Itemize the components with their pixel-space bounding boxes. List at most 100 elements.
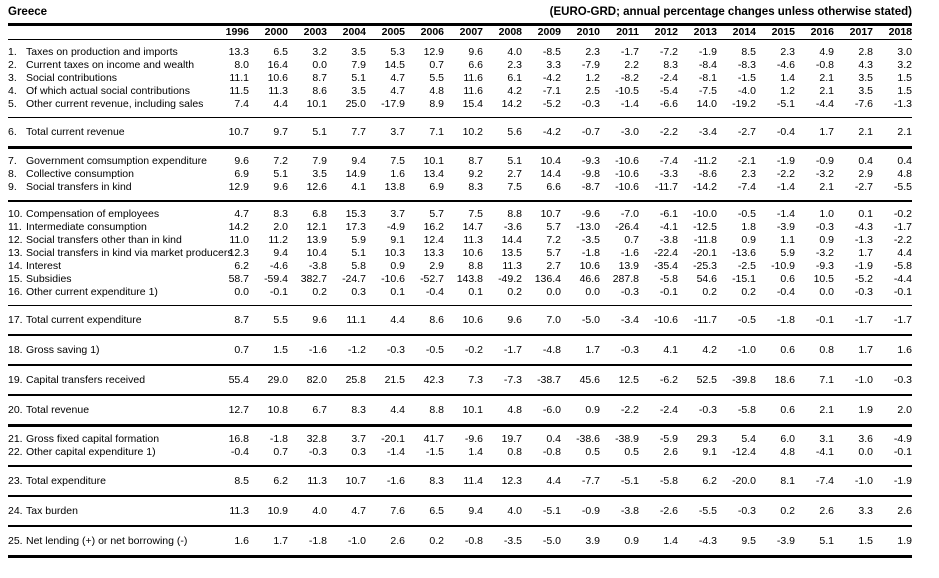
row-label: 11. Intermediate consumption xyxy=(8,221,210,234)
row-number: 24. xyxy=(8,505,23,517)
value-cell: 0.8 xyxy=(483,446,522,467)
value-cell: 0.0 xyxy=(795,286,834,306)
unit-note: (EURO-GRD; annual percentage changes unl… xyxy=(549,6,912,18)
value-cell: 7.5 xyxy=(390,155,405,167)
year-header: 2006 xyxy=(405,26,444,40)
value-cell: -3.4 xyxy=(600,305,639,336)
value-cell: -4.6 xyxy=(776,59,795,71)
value-cell: 3.5 xyxy=(858,85,873,97)
value-cell: 4.4 xyxy=(249,98,288,118)
row-number: 18. xyxy=(8,344,23,356)
value-cell: 6.8 xyxy=(312,208,327,220)
value-cell: -0.5 xyxy=(405,335,444,366)
value-cell: 10.4 xyxy=(306,247,327,259)
value-cell: 9.1 xyxy=(390,234,405,246)
value-cell: -1.4 xyxy=(776,208,795,220)
value-cell: 0.9 xyxy=(741,234,756,246)
value-cell: -0.3 xyxy=(600,335,639,366)
value-cell: 5.7 xyxy=(546,247,561,259)
value-cell: 143.8 xyxy=(456,273,483,285)
row-label: 18. Gross saving 1) xyxy=(8,335,210,366)
value-cell: 3.5 xyxy=(351,46,366,58)
value-cell: 0.2 xyxy=(483,286,522,306)
value-cell: 1.1 xyxy=(780,234,795,246)
table-row: 10. Compensation of employees 4.7 8.3 6.8 15.… xyxy=(8,201,912,221)
value-cell: 3.5 xyxy=(312,168,327,180)
value-cell: 14.5 xyxy=(384,59,405,71)
value-cell: 2.0 xyxy=(273,221,288,233)
table-row: 9. Social transfers in kind 12.9 9.6 12.6 4.1… xyxy=(8,181,912,202)
value-cell: 287.8 xyxy=(612,273,639,285)
value-cell: -0.4 xyxy=(405,286,444,306)
value-cell: -26.4 xyxy=(615,221,639,233)
value-cell: 1.2 xyxy=(780,85,795,97)
value-cell: -4.2 xyxy=(542,72,561,84)
value-cell: 7.1 xyxy=(405,117,444,149)
value-cell: 5.7 xyxy=(546,221,561,233)
value-cell: 13.8 xyxy=(366,181,405,202)
year-header: 2005 xyxy=(366,26,405,40)
value-cell: 2.1 xyxy=(819,85,834,97)
value-cell: -0.3 xyxy=(678,395,717,427)
value-cell: 7.1 xyxy=(795,365,834,396)
value-cell: 6.5 xyxy=(405,496,444,527)
value-cell: -7.4 xyxy=(717,181,756,202)
value-cell: 5.3 xyxy=(390,46,405,58)
row-label: 1. Taxes on production and imports xyxy=(8,40,210,60)
value-cell: -0.8 xyxy=(522,446,561,467)
value-cell: 10.2 xyxy=(444,117,483,149)
value-cell: 3.6 xyxy=(858,433,873,445)
value-cell: -1.4 xyxy=(756,181,795,202)
value-cell: 5.5 xyxy=(429,72,444,84)
value-cell: 32.8 xyxy=(306,433,327,445)
value-cell: 5.5 xyxy=(249,305,288,336)
value-cell: -17.9 xyxy=(366,98,405,118)
value-cell: 4.4 xyxy=(897,247,912,259)
value-cell: 7.7 xyxy=(327,117,366,149)
value-cell: 11.3 xyxy=(210,496,249,527)
value-cell: 4.8 xyxy=(897,168,912,180)
value-cell: -8.3 xyxy=(737,59,756,71)
year-header: 2017 xyxy=(834,26,873,40)
value-cell: -7.0 xyxy=(620,208,639,220)
value-cell: 1.4 xyxy=(639,526,678,558)
value-cell: 3.7 xyxy=(390,208,405,220)
value-cell: 14.7 xyxy=(462,221,483,233)
value-cell: 1.2 xyxy=(585,72,600,84)
value-cell: 10.9 xyxy=(249,496,288,527)
value-cell: 13.4 xyxy=(423,168,444,180)
value-cell: 13.9 xyxy=(618,260,639,272)
value-cell: -11.2 xyxy=(693,155,717,167)
value-cell: -7.5 xyxy=(698,85,717,97)
year-header-row: 1996 2000 2003 2004 2005 2006 2007 2008 2009 2010… xyxy=(8,26,912,40)
value-cell: 11.6 xyxy=(463,72,483,84)
value-cell: 1.7 xyxy=(858,247,873,259)
value-cell: 46.6 xyxy=(579,273,600,285)
value-cell: 18.6 xyxy=(756,365,795,396)
value-cell: 0.8 xyxy=(795,335,834,366)
value-cell: -1.7 xyxy=(893,221,912,233)
value-cell: 6.7 xyxy=(288,395,327,427)
value-cell: -0.2 xyxy=(444,335,483,366)
row-number: 15. xyxy=(8,273,23,285)
value-cell: 9.5 xyxy=(717,526,756,558)
value-cell: 41.7 xyxy=(423,433,444,445)
value-cell: 10.7 xyxy=(327,466,366,497)
row-label-text: Tax burden xyxy=(26,505,78,517)
value-cell: 0.6 xyxy=(780,273,795,285)
table-row: 3. Social contributions 11.1 10.6 8.7 5.1 4.7 5… xyxy=(8,72,912,85)
row-label: 25. Net lending (+) or net borrowing (-) xyxy=(8,526,210,558)
value-cell: 7.0 xyxy=(522,305,561,336)
value-cell: -39.8 xyxy=(717,365,756,396)
value-cell: 10.7 xyxy=(210,117,249,149)
value-cell: -1.8 xyxy=(269,433,288,445)
value-cell: 7.6 xyxy=(366,496,405,527)
value-cell: 3.7 xyxy=(366,117,405,149)
value-cell: -4.4 xyxy=(795,98,834,118)
value-cell: -2.2 xyxy=(776,168,795,180)
value-cell: 54.6 xyxy=(696,273,717,285)
value-cell: -38.9 xyxy=(615,433,639,445)
value-cell: -0.1 xyxy=(249,286,288,306)
value-cell: -0.3 xyxy=(561,98,600,118)
value-cell: 21.5 xyxy=(366,365,405,396)
